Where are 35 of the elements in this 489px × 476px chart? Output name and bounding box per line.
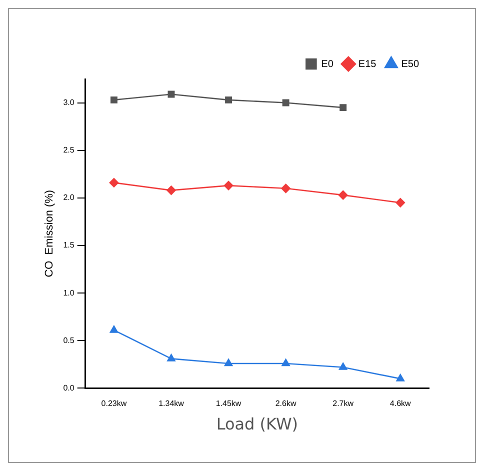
point (396, 374, 404, 382)
point (110, 326, 118, 333)
point (338, 190, 348, 200)
point (340, 104, 347, 112)
point (396, 198, 406, 208)
y-tick-label: 2.0 (63, 193, 75, 202)
legend-label: E50 (401, 58, 420, 70)
point (224, 180, 234, 190)
x-tick-label: 1.34kw (158, 399, 184, 408)
point (282, 358, 290, 366)
point (338, 362, 348, 370)
x-tick-label: 0.23kw (101, 399, 127, 408)
x-axis-title: Load (KW) (216, 414, 298, 434)
point (224, 358, 233, 366)
y-tick-label: 0.5 (63, 336, 75, 345)
point (166, 186, 176, 195)
point (167, 354, 176, 362)
point (110, 96, 118, 104)
point (109, 178, 119, 188)
legend-label: E0 (321, 58, 334, 70)
point (282, 99, 290, 106)
point (225, 96, 232, 104)
y-tick-label: 1.0 (63, 288, 75, 298)
y-tick-label: 0.0 (63, 383, 75, 392)
legend-label: E15 (358, 58, 377, 70)
x-tick-label: 4.6kw (390, 399, 412, 408)
y-tick-label: 1.5 (63, 240, 75, 250)
x-tick-label: 2.6kw (275, 399, 296, 408)
point (281, 184, 290, 194)
point (168, 90, 175, 98)
y-tick-label: 3.0 (63, 98, 75, 107)
y-axis-title: CO Emission (%) (44, 190, 56, 278)
y-tick-label: 2.5 (63, 146, 75, 155)
x-tick-label: 2.7kw (332, 399, 354, 408)
x-tick-label: 1.45kw (216, 399, 242, 408)
